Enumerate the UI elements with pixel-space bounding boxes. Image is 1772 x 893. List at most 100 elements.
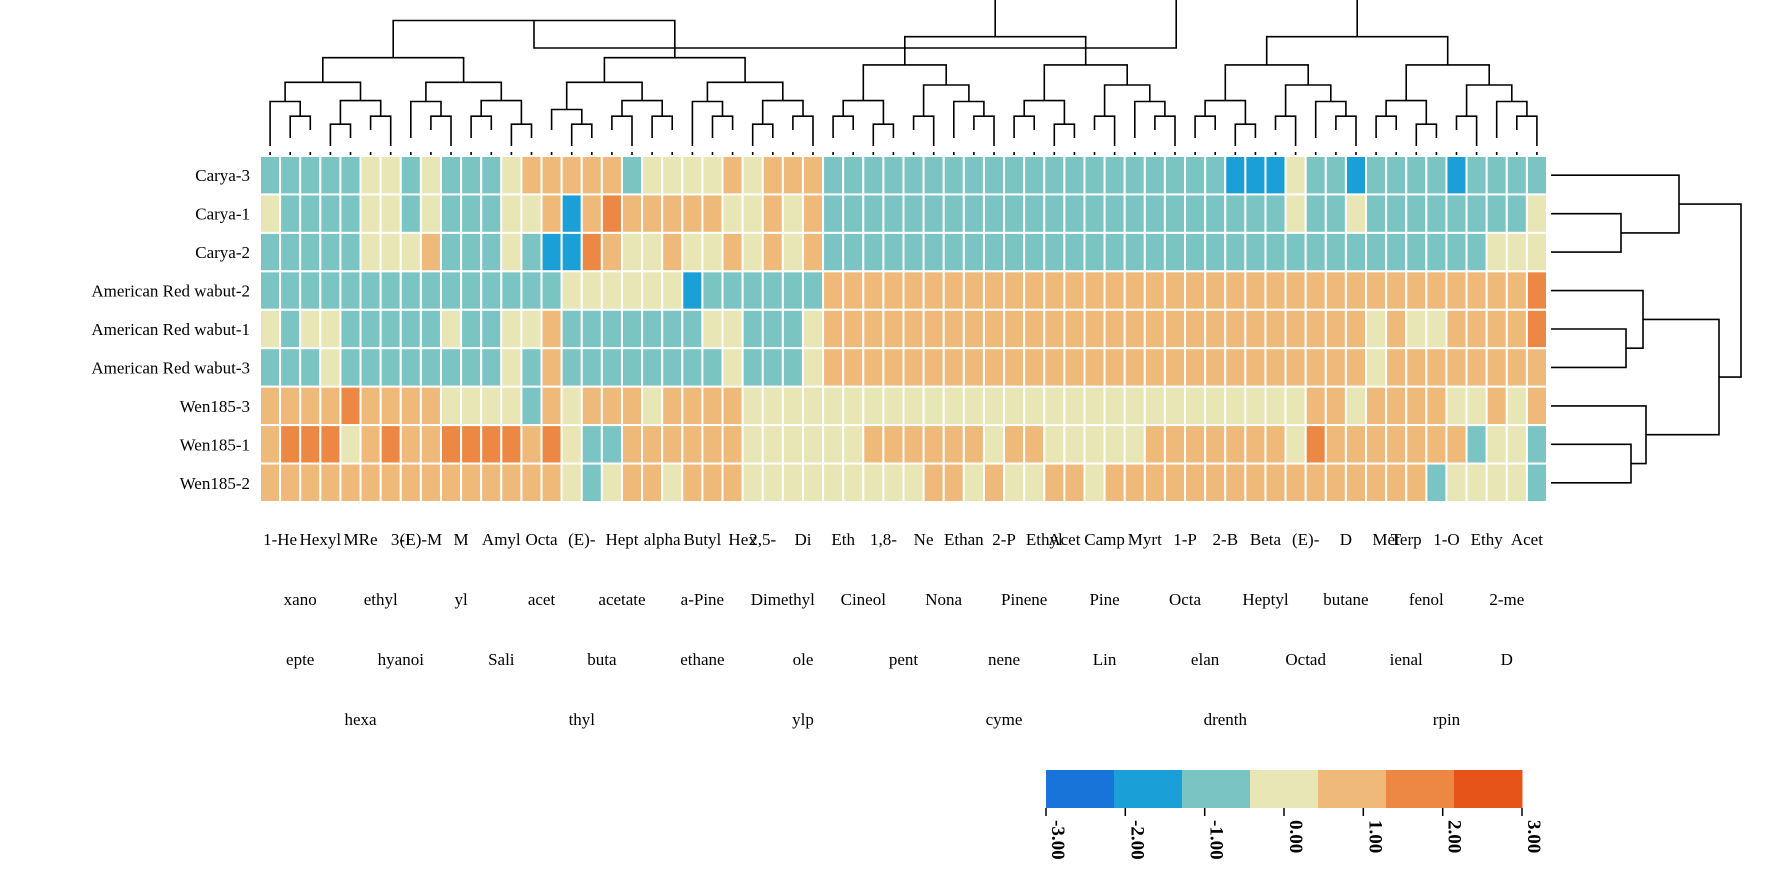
dendrogram-branch: [284, 81, 362, 102]
heatmap-cell: [781, 155, 804, 196]
column-label: 1-P: [1173, 530, 1197, 549]
column-label: Butyl: [684, 530, 722, 549]
heatmap-cell: [560, 385, 583, 427]
column-label: rpin: [1433, 710, 1461, 729]
heatmap-cell: [982, 424, 1006, 465]
heatmap-cell: [319, 424, 342, 465]
heatmap-cell: [259, 231, 282, 273]
heatmap-cell: [359, 270, 382, 311]
heatmap-cell: [339, 270, 362, 311]
column-label: Dimethyl: [751, 590, 815, 609]
heatmap-cell: [1163, 155, 1187, 196]
heatmap-cell: [1365, 385, 1388, 427]
heatmap-cell: [882, 193, 905, 234]
heatmap-cell: [1445, 347, 1468, 388]
heatmap-cell: [1324, 270, 1347, 311]
heatmap-cell: [842, 193, 865, 234]
dendrogram-branch: [621, 99, 663, 117]
dendrogram-branch: [973, 115, 995, 146]
heatmap-cell: [982, 462, 1006, 503]
column-label: alpha: [644, 530, 681, 549]
column-label: Ethyl: [1026, 530, 1063, 549]
heatmap-cell: [1003, 193, 1026, 234]
dendrogram-branch: [611, 115, 633, 146]
dendrogram-branch: [550, 108, 583, 130]
column-label: ienal: [1390, 650, 1423, 669]
heatmap-cell: [661, 347, 684, 388]
column-label: Cineol: [841, 590, 887, 609]
heatmap-cell: [1505, 462, 1528, 503]
heatmap-cell: [1304, 155, 1327, 196]
heatmap-cell: [560, 193, 583, 234]
column-label: Met: [1372, 530, 1400, 549]
heatmap-cell: [1385, 424, 1408, 465]
heatmap-cell: [1405, 347, 1428, 388]
heatmap-cell: [600, 385, 623, 427]
heatmap-cell: [1003, 385, 1026, 427]
heatmap-cell: [620, 270, 644, 311]
heatmap-cell: [882, 347, 905, 388]
heatmap-cell: [1344, 308, 1368, 350]
heatmap-cell: [399, 155, 422, 196]
heatmap-cell: [1505, 270, 1528, 311]
heatmap-cell: [1123, 347, 1146, 388]
heatmap-cell: [1123, 308, 1146, 350]
heatmap-cell: [661, 155, 684, 196]
heatmap-cell: [1163, 424, 1187, 465]
column-label: fenol: [1409, 590, 1444, 609]
heatmap-cell: [439, 270, 463, 311]
heatmap-cell: [761, 193, 784, 234]
column-label: Ethan: [944, 530, 984, 549]
heatmap-cell: [1405, 270, 1428, 311]
column-label: ethyl: [364, 590, 398, 609]
heatmap-cell: [922, 462, 945, 503]
dendrogram-branch: [603, 56, 746, 83]
heatmap-cell: [500, 462, 523, 503]
heatmap-cell: [681, 308, 704, 350]
heatmap-cell: [842, 308, 865, 350]
heatmap-cell: [299, 231, 322, 273]
heatmap-cell: [761, 424, 784, 465]
heatmap-cell: [1103, 270, 1126, 311]
heatmap-cell: [882, 385, 905, 427]
heatmap-cell: [701, 462, 724, 503]
heatmap-cell: [1063, 155, 1086, 196]
heatmap-cell: [1284, 155, 1307, 196]
heatmap-cell: [299, 424, 322, 465]
heatmap-cell: [1023, 308, 1046, 350]
heatmap-cell: [862, 231, 885, 273]
heatmap-cell: [1143, 462, 1166, 503]
heatmap-cell: [1385, 385, 1408, 427]
column-label: 1,8-: [870, 530, 897, 549]
heatmap-cell: [1244, 385, 1267, 427]
heatmap-cell: [1425, 231, 1448, 273]
heatmap-cell: [480, 270, 503, 311]
heatmap-cell: [319, 193, 342, 234]
column-label: elan: [1191, 650, 1220, 669]
heatmap-cell: [1123, 155, 1146, 196]
heatmap-cell: [460, 193, 483, 234]
heatmap-cell: [822, 462, 845, 503]
dendrogram-branch: [1234, 123, 1257, 146]
column-label: 2-B: [1213, 530, 1239, 549]
legend-swatch: [1114, 770, 1183, 808]
heatmap-cell: [279, 347, 302, 388]
heatmap-cell: [1465, 347, 1488, 388]
heatmap-cell: [259, 193, 282, 234]
dendrogram-branch: [832, 115, 854, 138]
heatmap-cell: [1163, 308, 1187, 350]
heatmap-cell: [1445, 155, 1468, 196]
heatmap-cell: [982, 385, 1006, 427]
heatmap-cell: [741, 308, 764, 350]
heatmap-cell: [620, 385, 644, 427]
heatmap-cell: [1143, 347, 1166, 388]
heatmap-cell: [620, 462, 644, 503]
heatmap-cell: [1083, 347, 1106, 388]
heatmap-cell: [319, 385, 342, 427]
heatmap-cell: [1244, 270, 1267, 311]
heatmap-cell: [902, 193, 925, 234]
heatmap-cell: [1405, 385, 1428, 427]
heatmap-cell: [540, 462, 563, 503]
legend-tick-label: 2.00: [1444, 820, 1465, 853]
heatmap-cell: [359, 193, 382, 234]
